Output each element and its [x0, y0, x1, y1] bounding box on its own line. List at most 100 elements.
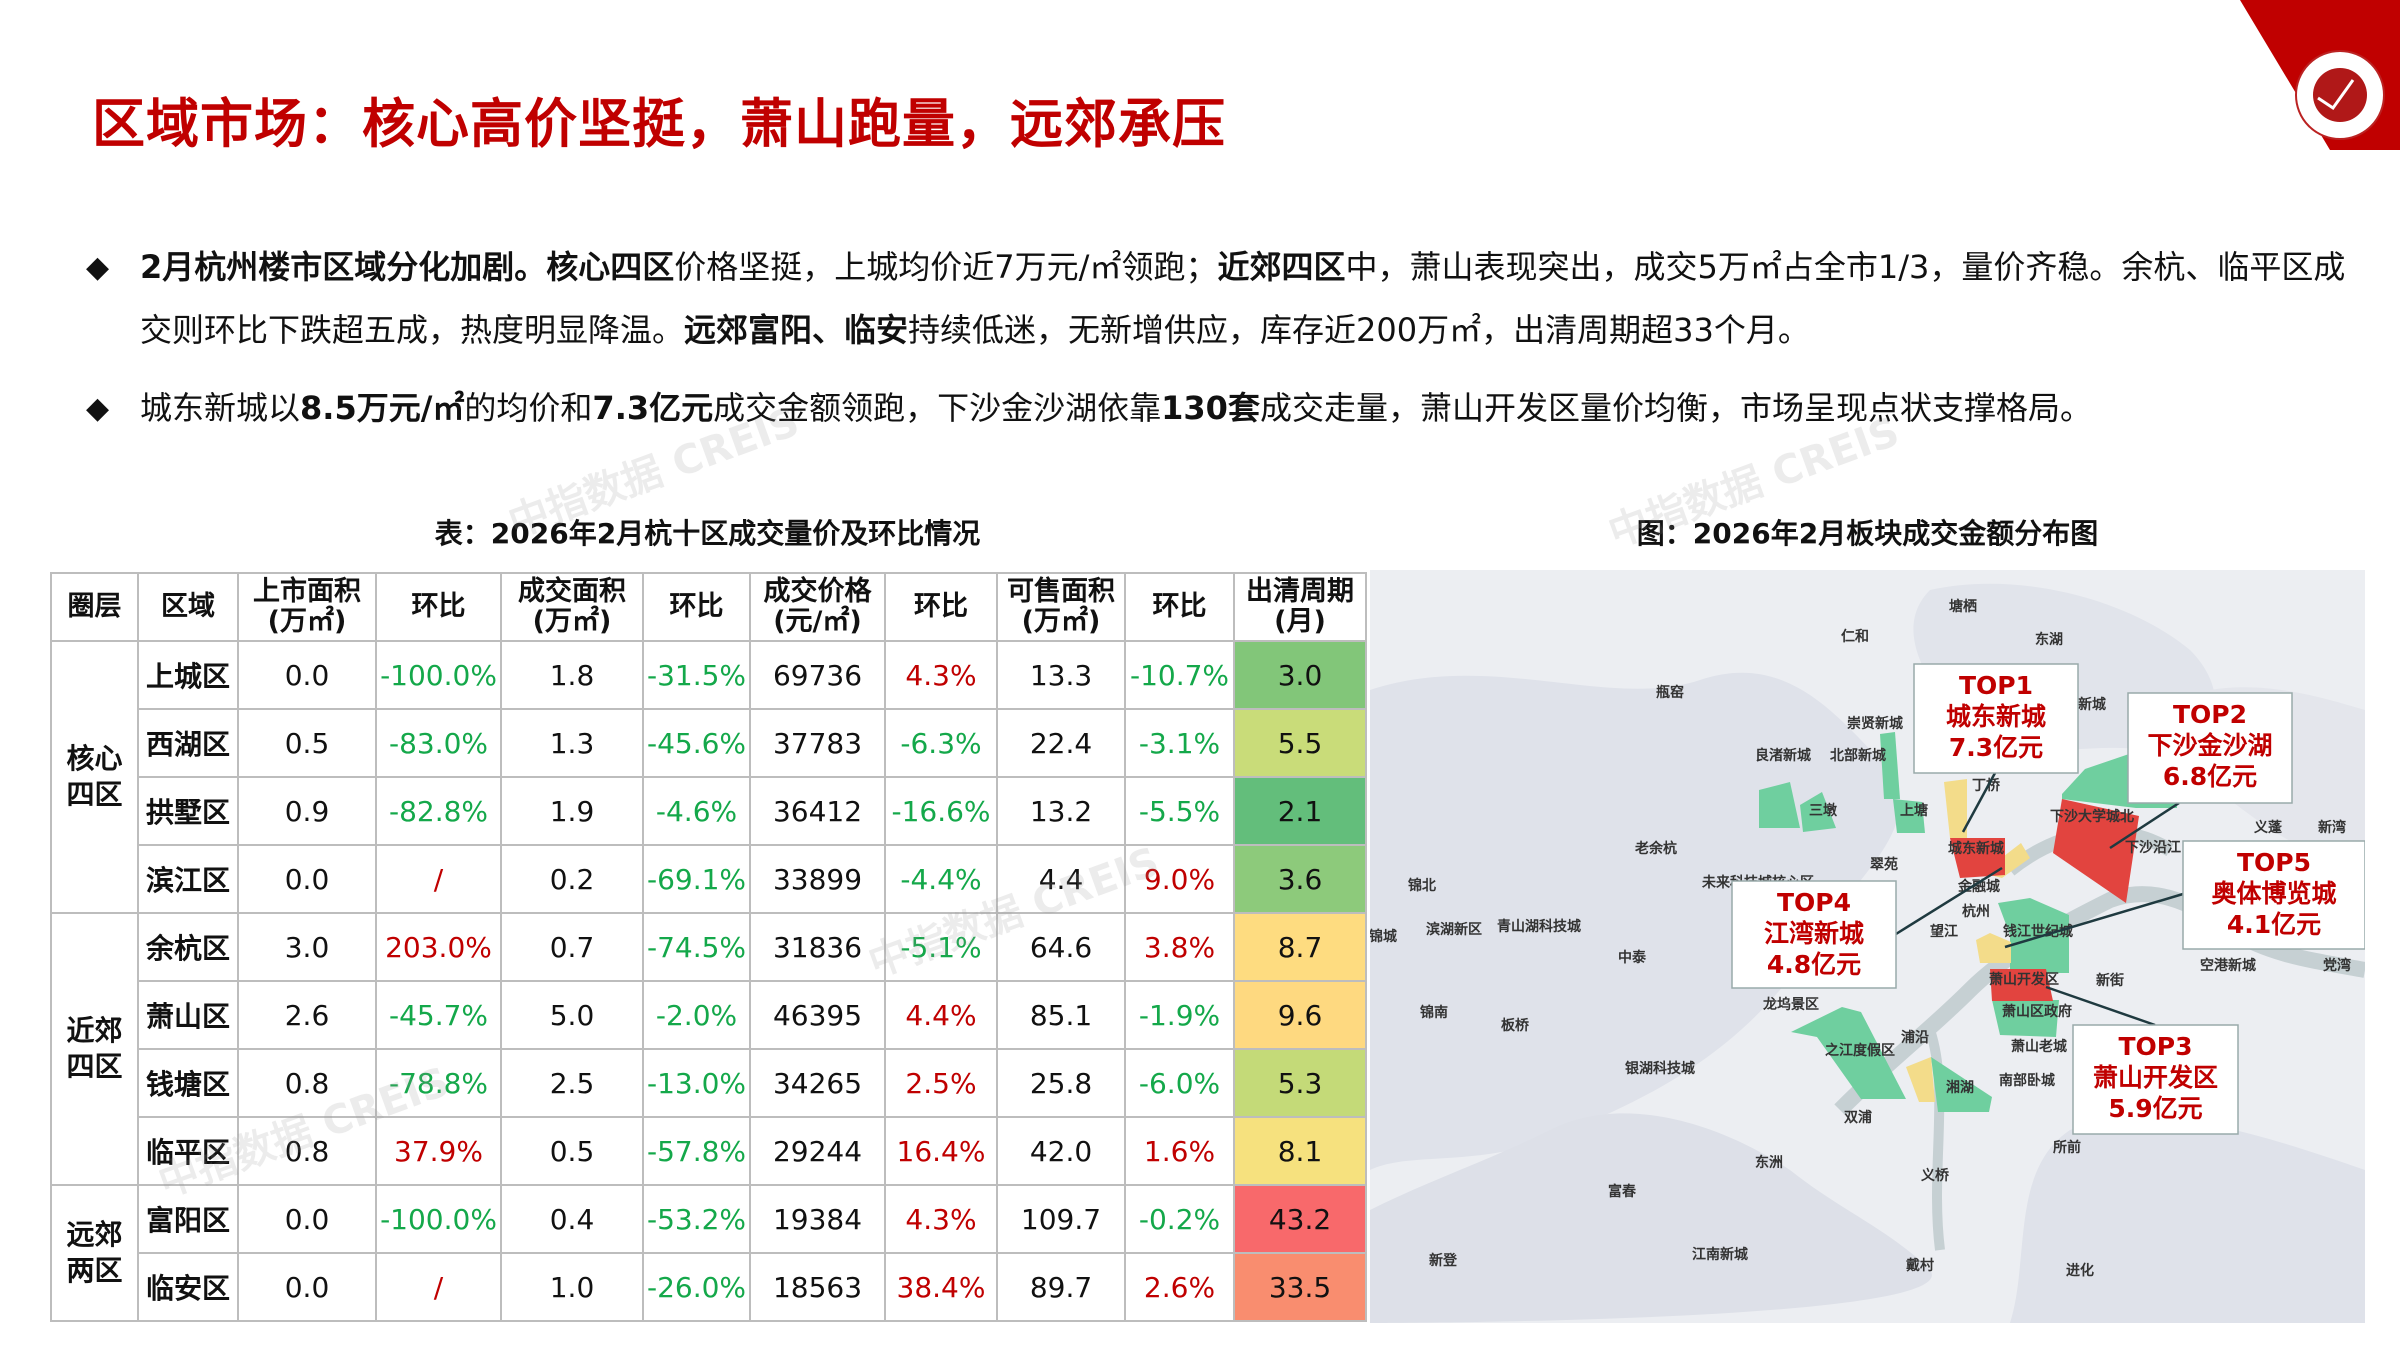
callout-amount: 7.3亿元 [1949, 733, 2043, 762]
map-place-label: 空港新城 [2200, 957, 2256, 974]
change-cell: -45.7% [375, 980, 502, 1050]
map-place-label: 南部卧城 [1999, 1072, 2055, 1089]
table-row: 远郊 两区 富阳区 0.0 -100.0% 0.4 -53.2% 19384 4.3% 109.… [50, 1184, 1367, 1322]
map-place-label: 之江度假区 [1825, 1042, 1895, 1059]
table-header-row: 圈层 区域 上市面积 (万㎡) 环比 成交面积 (万㎡) 环比 成交价格 (元/㎡) 环比 可售… [50, 572, 1367, 642]
change-cell: -57.8% [642, 1116, 751, 1186]
callouts: TOP1城东新城7.3亿元TOP2下沙金沙湖6.8亿元TOP3萧山开发区5.9亿… [1731, 663, 2365, 1135]
change-cell: 4.4% [884, 980, 998, 1050]
value-cell: 0.2 [500, 844, 644, 914]
column-header: 环比 [1124, 572, 1235, 642]
change-cell: 203.0% [375, 912, 502, 982]
value-cell: 1.9 [500, 776, 644, 846]
change-cell: -26.0% [642, 1252, 751, 1322]
value-cell: 1.0 [500, 1252, 644, 1322]
map-place-label: 崇贤新城 [1847, 715, 1903, 732]
callout-box [2182, 840, 2365, 950]
map-place-label: 龙坞景区 [1762, 996, 1819, 1013]
map-place-label: 北部新城 [1830, 747, 1886, 764]
district-table: 圈层 区域 上市面积 (万㎡) 环比 成交面积 (万㎡) 环比 成交价格 (元/㎡) 环比 可售… [50, 572, 1367, 1322]
change-cell: -45.6% [642, 708, 751, 778]
region-yellow [1976, 933, 2011, 963]
district-cell: 临安区 [137, 1252, 239, 1322]
map-place-label: 江南新城 [1692, 1246, 1748, 1263]
table-row: 西湖区 0.5 -83.0% 1.3 -45.6% 37783 -6.3% 22.4 -3.1%… [51, 708, 1367, 778]
map-place-label: 富春 [1608, 1183, 1637, 1200]
change-cell: 16.4% [884, 1116, 998, 1186]
map-place-label: 三墩 [1809, 802, 1838, 819]
map-place-label: 老余杭 [1635, 840, 1677, 857]
value-cell: 0.9 [237, 776, 377, 846]
map-place-label: 上塘 [1900, 802, 1928, 819]
change-cell: -13.0% [642, 1048, 751, 1118]
map-place-label: 翠苑 [1870, 857, 1898, 873]
value-cell: 29244 [749, 1116, 886, 1186]
table-row: 近郊 四区 余杭区 3.0 203.0% 0.7 -74.5% 31836 -5.1% 64.6… [50, 912, 1367, 1186]
table-row: 临平区 0.8 37.9% 0.5 -57.8% 29244 16.4% 42.0 1.6% 8.… [51, 1116, 1367, 1186]
map-place-label: 丁桥 [1972, 777, 2001, 794]
change-cell: 1.6% [1124, 1116, 1235, 1186]
value-cell: 2.5 [500, 1048, 644, 1118]
change-cell: -100.0% [375, 1184, 502, 1254]
map-place-label: 板桥 [1501, 1017, 1530, 1034]
clearing-period-cell: 9.6 [1233, 980, 1367, 1050]
change-cell: 4.3% [884, 1184, 998, 1254]
map-place-label: 仁和 [1841, 628, 1869, 645]
value-cell: 13.2 [996, 776, 1126, 846]
diamond-bullet-icon: ◆ [86, 250, 110, 285]
map-place-label: 下沙大学城北 [2050, 808, 2134, 825]
column-header: 环比 [642, 572, 751, 642]
page-title: 区域市场：核心高价坚挺，萧山跑量，远郊承压 [92, 94, 1226, 155]
value-cell: 85.1 [996, 980, 1126, 1050]
leader-lines [1895, 772, 2184, 1027]
change-cell: 9.0% [1124, 844, 1235, 914]
map-place-label: 良渚新城 [1755, 747, 1811, 764]
value-cell: 25.8 [996, 1048, 1126, 1118]
clearing-period-cell: 3.0 [1233, 640, 1367, 710]
map-place-label: 青山湖科技城 [1497, 918, 1581, 935]
value-cell: 1.8 [500, 640, 644, 710]
change-cell: 37.9% [375, 1116, 502, 1186]
change-cell: -4.6% [642, 776, 751, 846]
value-cell: 18563 [749, 1252, 886, 1322]
value-cell: 64.6 [996, 912, 1126, 982]
value-cell: 46395 [749, 980, 886, 1050]
district-cell: 余杭区 [137, 912, 239, 982]
change-cell: -53.2% [642, 1184, 751, 1254]
column-header: 上市面积 (万㎡) [237, 572, 377, 642]
value-cell: 1.3 [500, 708, 644, 778]
map-place-label: 滨湖新区 [1426, 921, 1482, 938]
summary-bullets: ◆ 2月杭州楼市区域分化加剧。核心四区价格坚挺，上城均价近7万元/㎡领跑；近郊四区… [82, 236, 2372, 455]
value-cell: 0.0 [237, 640, 377, 710]
change-cell: -69.1% [642, 844, 751, 914]
change-cell: -6.3% [884, 708, 998, 778]
map-place-label: 湘湖 [1946, 1079, 1974, 1096]
change-cell: -4.4% [884, 844, 998, 914]
callout-amount: 5.9亿元 [2108, 1094, 2202, 1123]
change-cell: / [375, 844, 502, 914]
callout-rank: TOP1 [1959, 671, 2033, 700]
table-caption: 表：2026年2月杭十区成交量价及环比情况 [434, 517, 981, 550]
callout-name: 萧山开发区 [2093, 1063, 2218, 1092]
map-place-label: 瓶窑 [1656, 684, 1684, 701]
value-cell: 5.0 [500, 980, 644, 1050]
change-cell: -100.0% [375, 640, 502, 710]
region-green [1880, 732, 1900, 799]
bullet-text: 130套 [1161, 389, 1260, 427]
change-cell: -78.8% [375, 1048, 502, 1118]
map-place-label: 义桥 [1921, 1167, 1950, 1184]
value-cell: 0.7 [500, 912, 644, 982]
bullet-text: 价格坚挺，上城均价近7万元/㎡领跑； [674, 248, 1218, 286]
region-green [1998, 898, 2069, 973]
value-cell: 33899 [749, 844, 886, 914]
map-place-label: 城东新城 [1948, 840, 2004, 857]
callout-box [2127, 692, 2293, 804]
tier-cell: 近郊 四区 [50, 912, 139, 1186]
table-row: 钱塘区 0.8 -78.8% 2.5 -13.0% 34265 2.5% 25.8 -6.0% 5… [51, 1048, 1367, 1118]
map-place-label: 戴村 [1906, 1257, 1934, 1274]
clearing-period-cell: 5.3 [1233, 1048, 1367, 1118]
value-cell: 19384 [749, 1184, 886, 1254]
table-row: 核心 四区 上城区 0.0 -100.0% 1.8 -31.5% 69736 4.3% 13.3… [50, 640, 1367, 914]
value-cell: 31836 [749, 912, 886, 982]
